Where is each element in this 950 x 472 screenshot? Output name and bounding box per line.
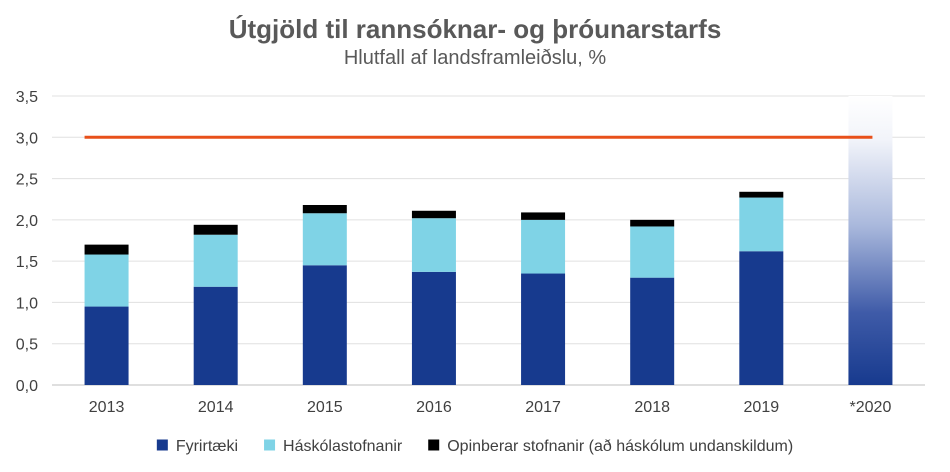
- bar-segment: [739, 191, 784, 198]
- x-tick-label: 2016: [416, 399, 452, 416]
- x-tick-label: 2017: [525, 399, 561, 416]
- y-axis-ticks: 0,0 0,5 1,0 1,5 2,0 2,5 3,0 3,5: [16, 89, 38, 395]
- legend-swatch: [156, 439, 168, 451]
- bar-segment: [193, 224, 238, 235]
- y-tick-label: 0,5: [16, 337, 38, 354]
- x-tick-label: *2020: [850, 399, 892, 416]
- legend-swatch: [264, 439, 276, 451]
- bar-estimate: [848, 96, 893, 385]
- y-tick-label: 1,5: [16, 254, 38, 271]
- bar-segment: [193, 234, 238, 287]
- bar-segment: [411, 210, 456, 219]
- bar-segment: [193, 286, 238, 385]
- legend-swatch: [428, 439, 440, 451]
- bar-segment: [302, 213, 347, 266]
- bars: [84, 96, 893, 385]
- x-tick-label: 2013: [89, 399, 125, 416]
- bar-segment: [84, 254, 129, 307]
- legend-label: Háskólastofnanir: [283, 438, 403, 455]
- y-tick-label: 3,5: [16, 89, 38, 106]
- bar-segment: [302, 265, 347, 385]
- legend-label: Fyrirtæki: [176, 438, 238, 455]
- bar-segment: [521, 273, 566, 385]
- x-tick-label: 2019: [744, 399, 780, 416]
- bar-segment: [84, 306, 129, 385]
- bar-segment: [302, 204, 347, 214]
- chart-subtitle: Hlutfall af landsframleiðslu, %: [344, 47, 607, 69]
- bar-segment: [521, 219, 566, 274]
- bar-segment: [84, 244, 129, 255]
- bar-segment: [630, 226, 675, 278]
- x-tick-label: 2018: [634, 399, 670, 416]
- legend: Fyrirtæki Háskólastofnanir Opinberar stofn…: [156, 438, 793, 455]
- x-tick-label: 2014: [198, 399, 234, 416]
- gridlines: [52, 95, 925, 386]
- bar-segment: [739, 251, 784, 385]
- chart-title: Útgjöld til rannsóknar- og þróunarstarfs: [229, 14, 722, 44]
- y-tick-label: 2,0: [16, 213, 38, 230]
- bar-segment: [411, 218, 456, 272]
- bar-segment: [630, 219, 675, 227]
- y-tick-label: 2,5: [16, 172, 38, 189]
- y-tick-label: 1,0: [16, 295, 38, 312]
- x-axis-ticks: 2013 2014 2015 2016 2017 2018 2019 *2020: [89, 399, 892, 416]
- bar-segment: [739, 197, 784, 252]
- legend-label: Opinberar stofnanir (að háskólum undansk…: [447, 438, 793, 455]
- x-tick-label: 2015: [307, 399, 343, 416]
- bar-segment: [521, 212, 566, 220]
- bar-segment: [630, 277, 675, 385]
- y-tick-label: 3,0: [16, 130, 38, 147]
- y-tick-label: 0,0: [16, 378, 38, 395]
- bar-segment: [411, 271, 456, 385]
